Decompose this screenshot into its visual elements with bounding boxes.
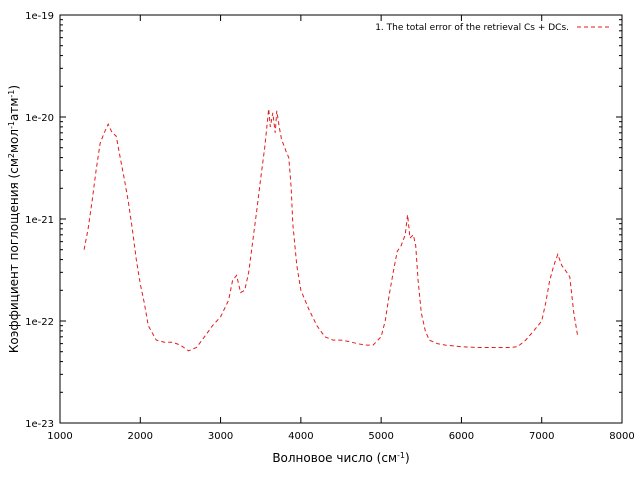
x-axis-label-end: ): [405, 451, 410, 465]
y-axis-label-sup-1: -1: [7, 121, 16, 129]
y-axis-label-part-3: ): [7, 85, 21, 90]
y-axis-label-part-2: атм: [7, 98, 21, 121]
plot-frame: [59, 14, 623, 424]
x-tick-label: 5000: [368, 431, 393, 442]
axis-ticks: [59, 14, 623, 424]
y-axis-label-sup-0: 2: [7, 153, 16, 158]
x-tick-label: 2000: [128, 431, 153, 442]
legend-entry-label: 1. The total error of the retrieval Cs +…: [375, 23, 569, 33]
y-tick-label: 1e-21: [25, 215, 54, 226]
y-tick-label: 1e-19: [25, 11, 54, 22]
series-group: [83, 108, 579, 352]
y-axis-label-sup-2: -1: [7, 90, 16, 98]
y-axis-label: Коэффициент поглощения (см2мол-1атм-1): [7, 85, 22, 353]
y-axis-label-part-1: мол: [7, 129, 21, 153]
x-tick-label: 6000: [449, 431, 474, 442]
x-tick-label: 4000: [288, 431, 313, 442]
x-axis-label-main: Волновое число (см: [272, 451, 397, 465]
x-axis-label: Волновое число (см-1): [272, 451, 409, 466]
y-tick-label: 1e-20: [25, 113, 54, 124]
y-tick-label: 1e-23: [25, 419, 54, 430]
legend: 1. The total error of the retrieval Cs +…: [375, 23, 610, 33]
axis-tick-labels: 1000 2000 3000 4000 5000 6000 7000 8000 1e-19 1e-…: [25, 11, 635, 442]
x-axis-label-sup: -1: [397, 451, 405, 460]
y-axis-label-part-0: Коэффициент поглощения (см: [7, 158, 21, 353]
x-tick-label: 7000: [529, 431, 554, 442]
x-tick-label: 8000: [609, 431, 634, 442]
y-tick-label: 1e-22: [25, 317, 54, 328]
x-tick-label: 1000: [47, 431, 72, 442]
x-tick-label: 3000: [208, 431, 233, 442]
series-line-0: [83, 108, 579, 352]
